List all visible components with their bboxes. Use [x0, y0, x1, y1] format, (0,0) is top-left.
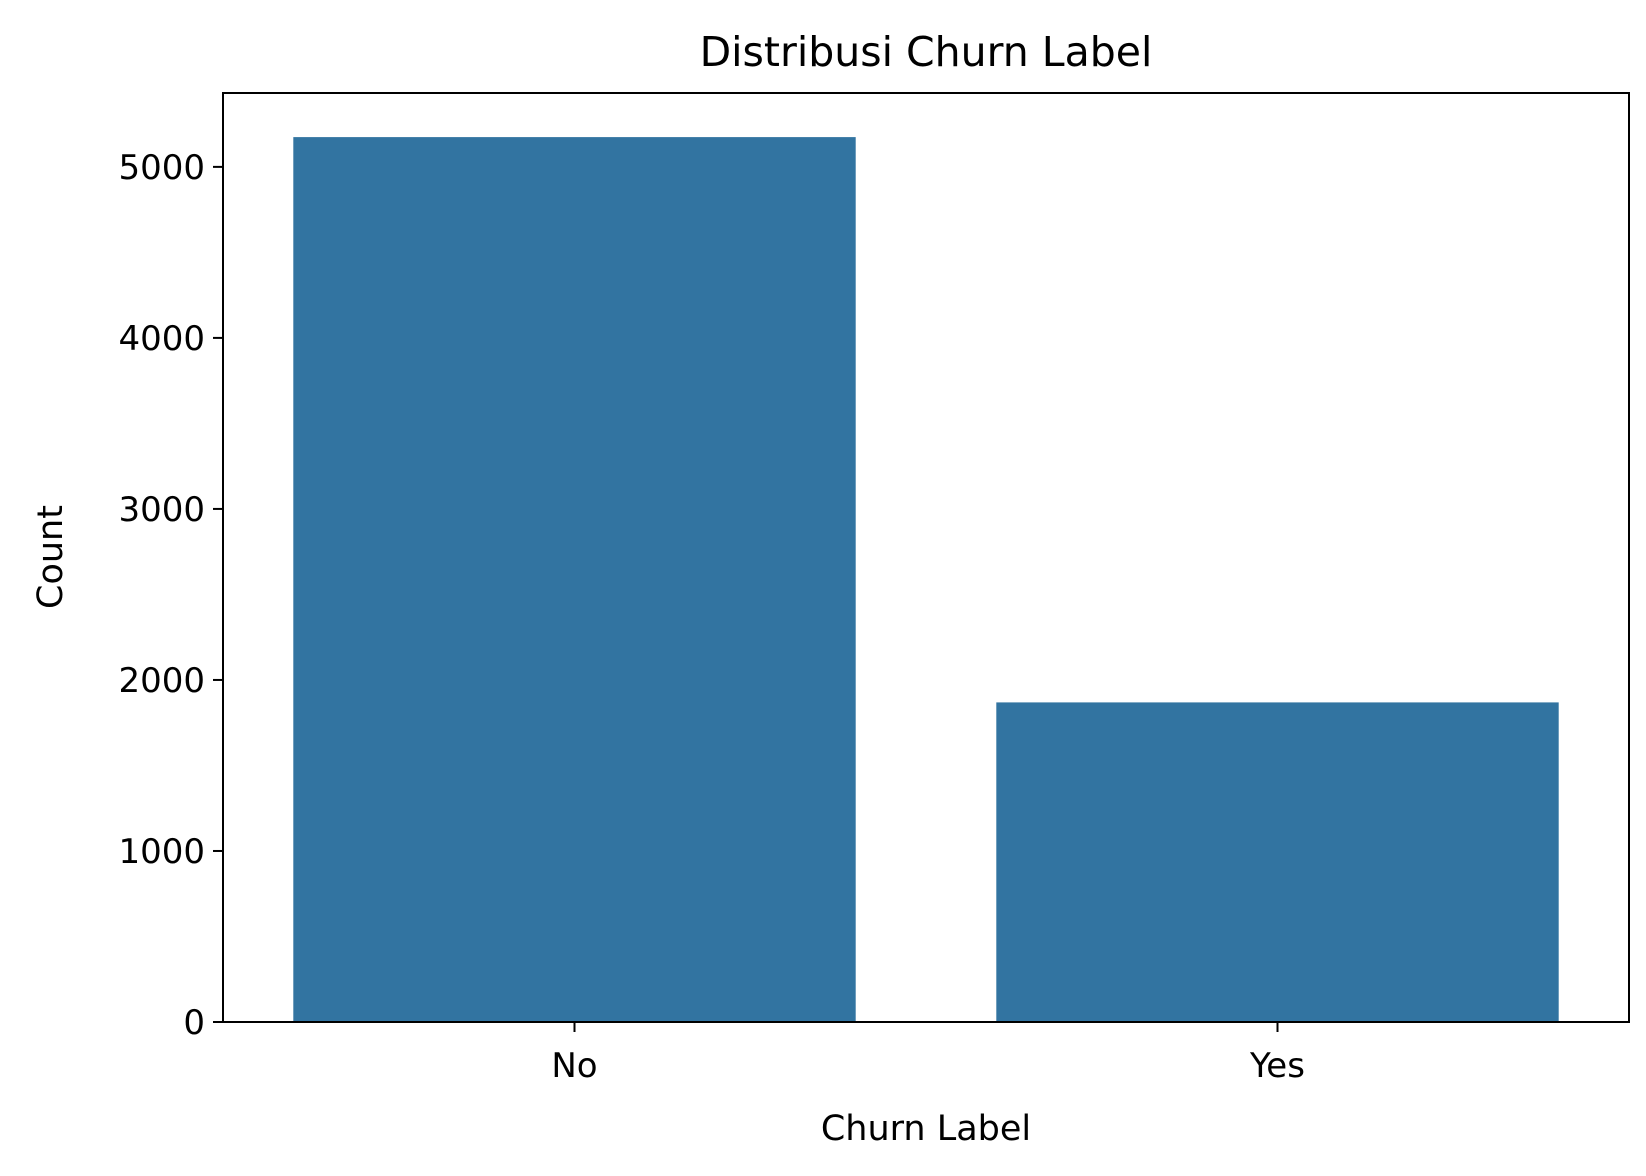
x-axis-ticks: No Yes — [551, 1022, 1305, 1086]
bars-group — [293, 137, 1559, 1023]
chart-title: Distribusi Churn Label — [700, 28, 1153, 76]
bar-no — [293, 137, 856, 1023]
x-tick-label: Yes — [1249, 1046, 1305, 1086]
bar-yes — [996, 702, 1559, 1022]
x-tick-label: No — [551, 1046, 597, 1086]
y-tick-label: 5000 — [118, 148, 205, 188]
y-tick-label: 4000 — [118, 319, 205, 359]
y-axis-ticks: 0 1000 2000 3000 4000 5000 — [118, 148, 223, 1043]
y-axis-label: Count — [31, 505, 71, 609]
plot-frame — [222, 92, 1630, 1023]
y-tick-label: 1000 — [118, 832, 205, 872]
y-tick-label: 2000 — [118, 661, 205, 701]
x-axis-label: Churn Label — [821, 1109, 1031, 1149]
y-tick-label: 0 — [183, 1003, 205, 1043]
y-tick-label: 3000 — [118, 490, 205, 530]
